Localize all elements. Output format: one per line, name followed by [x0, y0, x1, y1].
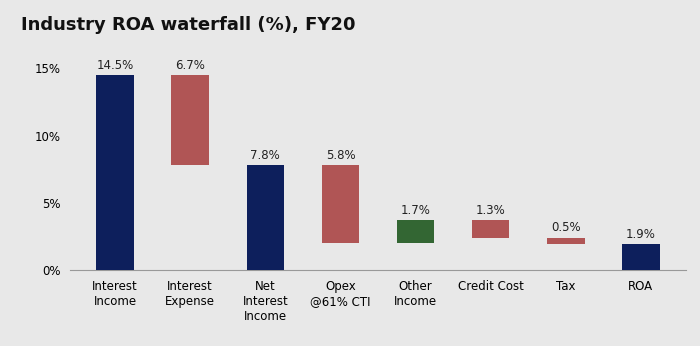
Text: Industry ROA waterfall (%), FY20: Industry ROA waterfall (%), FY20	[21, 16, 355, 34]
Bar	[97, 75, 134, 270]
Bar	[397, 220, 434, 243]
Text: 1.9%: 1.9%	[626, 228, 656, 241]
Bar	[322, 165, 359, 243]
Text: 1.3%: 1.3%	[476, 204, 505, 217]
Text: 0.5%: 0.5%	[551, 221, 580, 234]
Bar	[246, 165, 284, 270]
Text: 14.5%: 14.5%	[97, 59, 134, 72]
Bar	[172, 75, 209, 165]
Bar	[547, 238, 584, 244]
Text: 6.7%: 6.7%	[175, 59, 205, 72]
Bar	[472, 220, 510, 238]
Text: 1.7%: 1.7%	[400, 204, 430, 217]
Text: 7.8%: 7.8%	[251, 149, 280, 162]
Bar	[622, 244, 659, 270]
Text: 5.8%: 5.8%	[326, 149, 356, 162]
